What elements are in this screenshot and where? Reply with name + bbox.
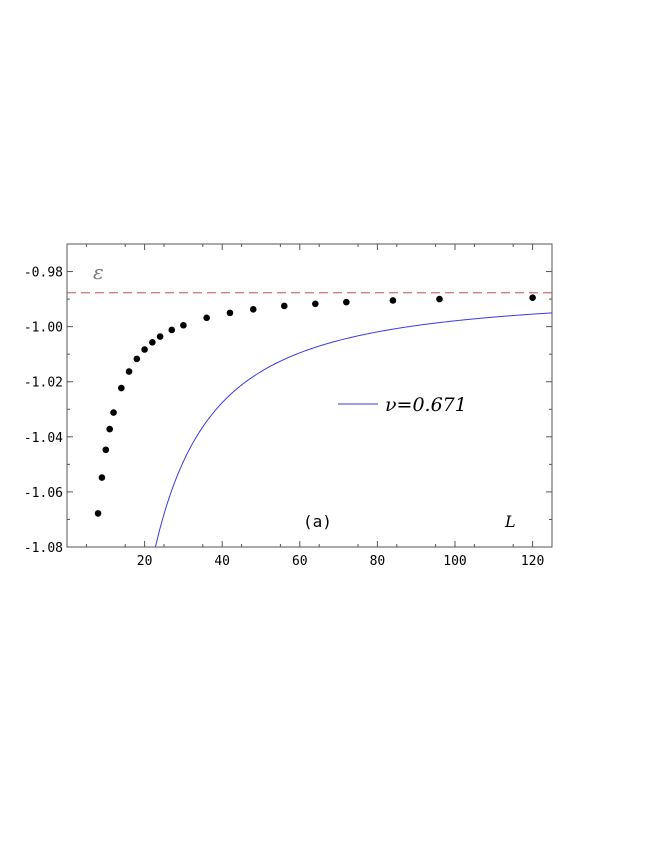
- plot-frame: [66, 243, 553, 548]
- legend: ν=0.671: [338, 394, 467, 416]
- data-point: [312, 300, 319, 308]
- data-point: [168, 326, 176, 334]
- data-point: [98, 474, 106, 481]
- y-tick-label: -1.06: [24, 486, 63, 501]
- y-tick-label: -1.00: [24, 321, 63, 336]
- data-point: [203, 314, 210, 322]
- data-point: [149, 339, 156, 346]
- y-axis-label: ε: [93, 260, 104, 284]
- data-point: [125, 368, 133, 375]
- x-axis-label: L: [504, 512, 516, 531]
- legend-label-fit: ν=0.671: [385, 394, 467, 416]
- data-point: [529, 294, 536, 302]
- data-point: [133, 355, 141, 363]
- data-points: [94, 294, 536, 517]
- x-tick-label: 40: [214, 554, 230, 569]
- panel-label: (a): [303, 512, 332, 531]
- y-tick-label: -0.98: [24, 266, 63, 281]
- x-tick-label: 120: [521, 554, 544, 569]
- y-tick-label: -1.04: [24, 431, 63, 446]
- x-tick-label: 60: [292, 554, 308, 569]
- data-point: [226, 309, 234, 317]
- data-point: [389, 297, 397, 304]
- data-point: [343, 298, 350, 306]
- data-point: [180, 321, 187, 329]
- data-point: [110, 409, 117, 416]
- data-point: [436, 295, 443, 303]
- data-point: [106, 425, 113, 433]
- y-tick-label: -1.02: [24, 376, 63, 391]
- data-point: [118, 384, 125, 392]
- x-tick-label: 20: [137, 554, 153, 569]
- data-point: [141, 346, 148, 353]
- tick-labels: 20 40 60 80 100 120 -1.08 -1.06 -1.04 -1.02 -1.00 -…: [24, 266, 544, 569]
- axes: [66, 243, 553, 548]
- fit-layer: [154, 312, 553, 548]
- data-point: [156, 333, 164, 340]
- x-tick-label: 100: [443, 554, 466, 569]
- data-point: [102, 446, 110, 454]
- data-point: [94, 510, 102, 517]
- data-point: [249, 305, 257, 313]
- data-point: [280, 302, 288, 310]
- fit-curve: [154, 312, 553, 548]
- y-tick-label: -1.08: [24, 541, 63, 556]
- x-tick-label: 80: [370, 554, 386, 569]
